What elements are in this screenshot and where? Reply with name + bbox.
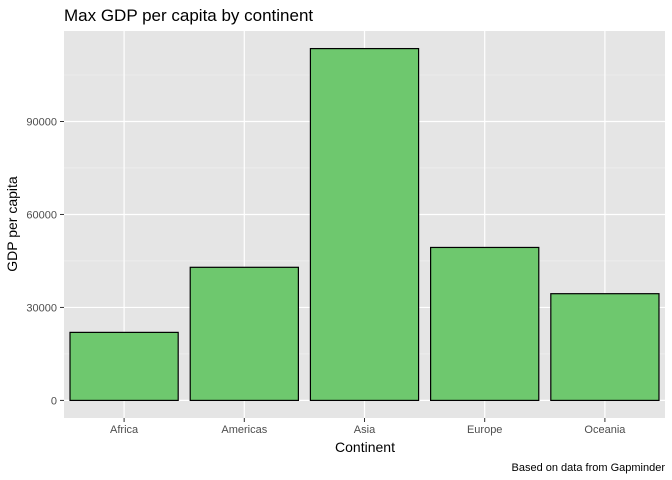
- bar-asia: [309, 47, 420, 402]
- y-tick-label: 30000: [26, 302, 57, 314]
- bars: [69, 47, 660, 402]
- x-tick-label: Europe: [467, 424, 502, 436]
- y-axis-ticks: 0 30000 60000 90000: [26, 116, 64, 407]
- y-tick-label: 90000: [26, 116, 57, 128]
- y-axis-title: GDP per capita: [4, 176, 20, 272]
- x-tick-label: Oceania: [584, 424, 626, 436]
- x-tick-label: Americas: [221, 424, 267, 436]
- chart-title: Max GDP per capita by continent: [64, 6, 313, 25]
- bar-americas: [189, 266, 299, 402]
- bar-europe: [430, 246, 540, 402]
- x-tick-label: Africa: [110, 424, 139, 436]
- bar-oceania: [550, 293, 660, 402]
- x-tick-label: Asia: [354, 424, 376, 436]
- x-axis-title: Continent: [335, 439, 395, 455]
- y-tick-label: 60000: [26, 209, 57, 221]
- bar-africa: [69, 331, 179, 402]
- chart-caption: Based on data from Gapminder: [512, 462, 666, 474]
- y-tick-label: 0: [51, 395, 57, 407]
- x-axis-ticks: Africa Americas Asia Europe Oceania: [110, 418, 626, 436]
